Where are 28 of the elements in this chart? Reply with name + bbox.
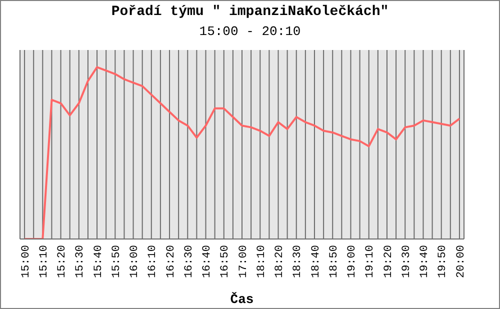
x-tick-label: 18:20 (274, 245, 286, 278)
x-tick-label: 19:30 (400, 245, 413, 278)
x-tick-label: 18:40 (310, 245, 322, 278)
x-tick-label: 16:30 (183, 245, 196, 278)
x-tick-label: 16:10 (147, 245, 160, 278)
x-tick-label: 15:30 (74, 245, 87, 278)
chart-title: Pořadí týmu " impanziNaKolečkách" (110, 4, 390, 20)
x-tick-label: 17:00 (238, 245, 250, 278)
x-tick-label: 16:40 (202, 245, 214, 278)
x-tick-label: 18:10 (256, 245, 268, 278)
x-tick-label: 16:00 (129, 245, 142, 278)
x-tick-label: 16:50 (220, 245, 232, 278)
x-tick-label: 19:50 (437, 245, 450, 278)
x-tick-label: 15:20 (56, 245, 69, 278)
x-tick-label: 19:00 (346, 245, 359, 278)
x-tick-label: 15:40 (92, 245, 105, 278)
x-tick-label: 15:10 (38, 245, 50, 278)
x-tick-label: 15:50 (110, 245, 123, 278)
x-tick-label: 18:50 (328, 245, 340, 278)
x-tick-label: 16:20 (165, 245, 178, 278)
chart-subtitle: 15:00 - 20:10 (198, 24, 302, 39)
x-tick-label: 19:10 (364, 245, 377, 278)
x-tick-label: 19:40 (419, 245, 432, 278)
x-tick-label: 19:20 (382, 245, 395, 278)
x-tick-label: 20:00 (455, 245, 468, 278)
x-tick-label: 18:30 (292, 245, 304, 278)
x-tick-label: 15:00 (20, 245, 32, 278)
x-axis-title: Čas (230, 292, 254, 307)
